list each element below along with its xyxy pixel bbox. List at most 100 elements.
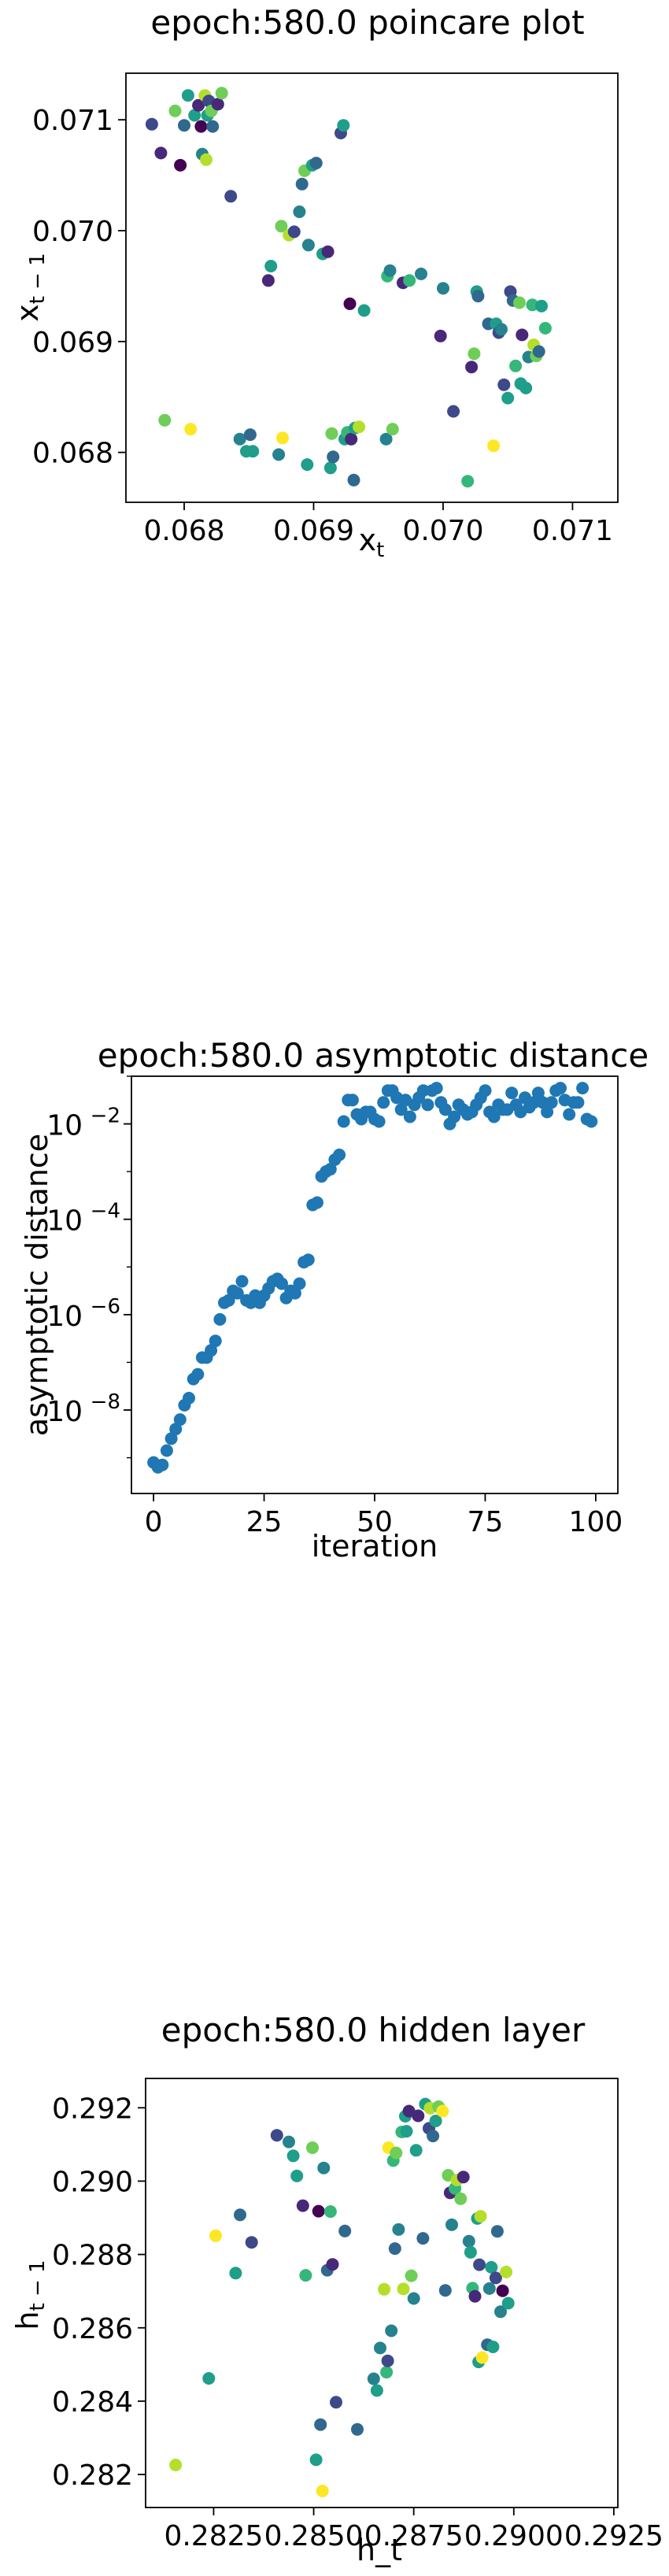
scatter-point: [156, 1458, 169, 1471]
scatter-point: [293, 1277, 306, 1290]
scatter-point: [275, 220, 288, 233]
x-tick-label: 0.071: [532, 515, 613, 547]
scatter-point: [229, 2267, 242, 2280]
scatter-point: [465, 361, 479, 374]
scatter-point: [386, 423, 399, 436]
x-tick-label: 50: [357, 1506, 393, 1538]
scatter-point: [447, 405, 460, 418]
scatter-point: [317, 2161, 331, 2174]
y-tick-label: 0.069: [32, 327, 113, 359]
scatter-point: [287, 225, 301, 239]
scatter-point: [293, 205, 306, 218]
scatter-point: [160, 1444, 173, 1457]
y-axis-ticks: 10 −8 10 −6 10 −4 10 −2: [46, 1075, 131, 1459]
scatter-point: [385, 2324, 398, 2337]
y-tick-label: 0.070: [32, 216, 113, 248]
y-tick-exponent: −4: [91, 1200, 120, 1223]
scatter-point: [576, 1082, 590, 1095]
scatter-point: [233, 432, 246, 446]
scatter-point: [527, 1096, 541, 1109]
poincare-points: [145, 87, 552, 488]
scatter-point: [489, 2271, 502, 2285]
scatter-point: [323, 461, 337, 475]
scatter-point: [436, 2104, 449, 2118]
scatter-point: [234, 2208, 246, 2222]
scatter-point: [374, 2341, 386, 2355]
scatter-point: [309, 157, 323, 170]
scatter-point: [231, 1286, 244, 1300]
plot-frame: [131, 1075, 619, 1494]
x-axis-label: h_t: [357, 2533, 402, 2567]
scatter-point: [378, 2282, 391, 2296]
plot-frame: [145, 2078, 619, 2508]
scatter-point: [312, 2204, 325, 2218]
scatter-point: [496, 2284, 509, 2297]
scatter-point: [323, 1163, 337, 1176]
scatter-point: [301, 458, 314, 472]
scatter-point: [383, 264, 397, 277]
y-tick-label: 0.286: [52, 2313, 133, 2345]
y-tick-label: 10: [46, 1301, 83, 1333]
scatter-point: [468, 347, 481, 361]
y-tick-label: 0.282: [52, 2459, 133, 2492]
scatter-point: [194, 120, 208, 133]
scatter-point: [416, 1084, 430, 1097]
scatter-point: [224, 190, 238, 203]
scatter-point: [532, 345, 545, 358]
scatter-point: [438, 2284, 452, 2297]
scatter-point: [485, 2260, 498, 2274]
scatter-point: [209, 1334, 222, 1348]
scatter-point: [173, 1413, 187, 1427]
scatter-point: [321, 245, 334, 258]
scatter-point: [392, 2223, 405, 2236]
y-axis-label: xt − 1: [10, 253, 50, 322]
scatter-point: [145, 117, 158, 131]
plot-frame: [125, 72, 619, 503]
scatter-point: [430, 1082, 443, 1095]
x-tick-label: 100: [569, 1506, 623, 1538]
scatter-point: [381, 2354, 394, 2367]
scatter-point: [213, 1312, 227, 1326]
scatter-point: [403, 274, 416, 287]
y-tick-exponent: −8: [91, 1390, 120, 1414]
scatter-point: [563, 1108, 576, 1121]
scatter-point: [270, 2129, 283, 2142]
scatter-point: [526, 298, 539, 312]
x-axis-label: xt: [359, 523, 385, 562]
scatter-point: [345, 432, 358, 446]
y-tick-exponent: −6: [91, 1295, 120, 1319]
y-axis-label: ht − 1: [10, 2260, 50, 2330]
scatter-point: [211, 98, 224, 111]
scatter-point: [409, 2144, 423, 2157]
scatter-point: [333, 1148, 346, 1161]
scatter-point: [209, 2229, 222, 2242]
scatter-point: [191, 1368, 205, 1381]
scatter-point: [296, 2199, 309, 2212]
x-tick-label: 0.069: [273, 515, 354, 547]
scatter-point: [495, 323, 508, 336]
scatter-point: [288, 1286, 301, 1300]
scatter-point: [178, 119, 190, 132]
y-tick-exponent: −2: [91, 1105, 120, 1128]
scatter-point: [468, 2289, 482, 2303]
scatter-point: [535, 299, 548, 313]
scatter-point: [169, 1423, 183, 1436]
scatter-point: [486, 2341, 500, 2353]
scatter-point: [192, 98, 205, 112]
scatter-point: [323, 2205, 337, 2219]
scatter-point: [245, 2236, 258, 2249]
scatter-point: [183, 1391, 195, 1405]
chart-title: epoch:580.0 asymptotic distance: [98, 1036, 649, 1075]
x-tick-label: 0.2900: [464, 2520, 564, 2552]
scatter-point: [243, 428, 257, 442]
scatter-point: [500, 2265, 513, 2278]
scatter-point: [276, 431, 289, 445]
x-axis-ticks: 0.068 0.069 0.070 0.071: [143, 502, 613, 547]
scatter-point: [351, 2422, 364, 2436]
scatter-point: [545, 1096, 558, 1109]
scatter-point: [275, 1277, 288, 1290]
hidden-layer-points: [169, 2097, 515, 2497]
scatter-point: [490, 2225, 504, 2238]
x-tick-label: 0: [145, 1506, 163, 1538]
scatter-point: [367, 2372, 380, 2385]
